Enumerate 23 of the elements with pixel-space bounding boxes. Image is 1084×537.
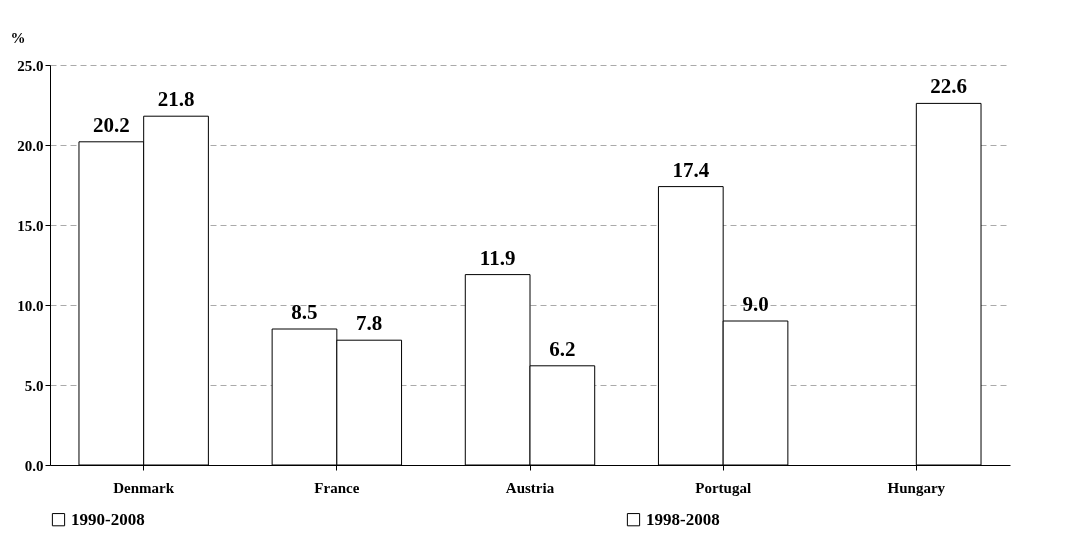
x-tick-label: France <box>314 479 360 496</box>
data-label: 22.6 <box>930 74 968 99</box>
data-label: 7.8 <box>356 311 383 336</box>
y-tick-label: 10.0 <box>17 297 44 314</box>
data-label: 8.5 <box>291 300 318 324</box>
y-axis-title: % <box>10 29 26 46</box>
legend-label: 1990-2008 <box>71 509 145 529</box>
y-tick-label: 0.0 <box>24 457 44 474</box>
data-label: 17.4 <box>672 157 710 182</box>
y-tick-label: 20.0 <box>17 137 44 154</box>
data-label: 20.2 <box>92 112 130 137</box>
data-label: 6.2 <box>549 336 576 361</box>
x-tick-label: Hungary <box>887 479 946 496</box>
y-tick-label: 15.0 <box>17 217 44 234</box>
x-tick-label: Denmark <box>113 479 175 496</box>
data-label: 21.8 <box>157 87 195 112</box>
x-tick-label: Austria <box>505 479 555 496</box>
legend-label: 1998-2008 <box>646 509 720 529</box>
data-label: 11.9 <box>479 245 516 270</box>
y-tick-label: 5.0 <box>24 377 44 394</box>
data-label: 9.0 <box>742 292 769 316</box>
y-tick-label: 25.0 <box>17 57 44 74</box>
x-tick-label: Portugal <box>695 479 752 496</box>
